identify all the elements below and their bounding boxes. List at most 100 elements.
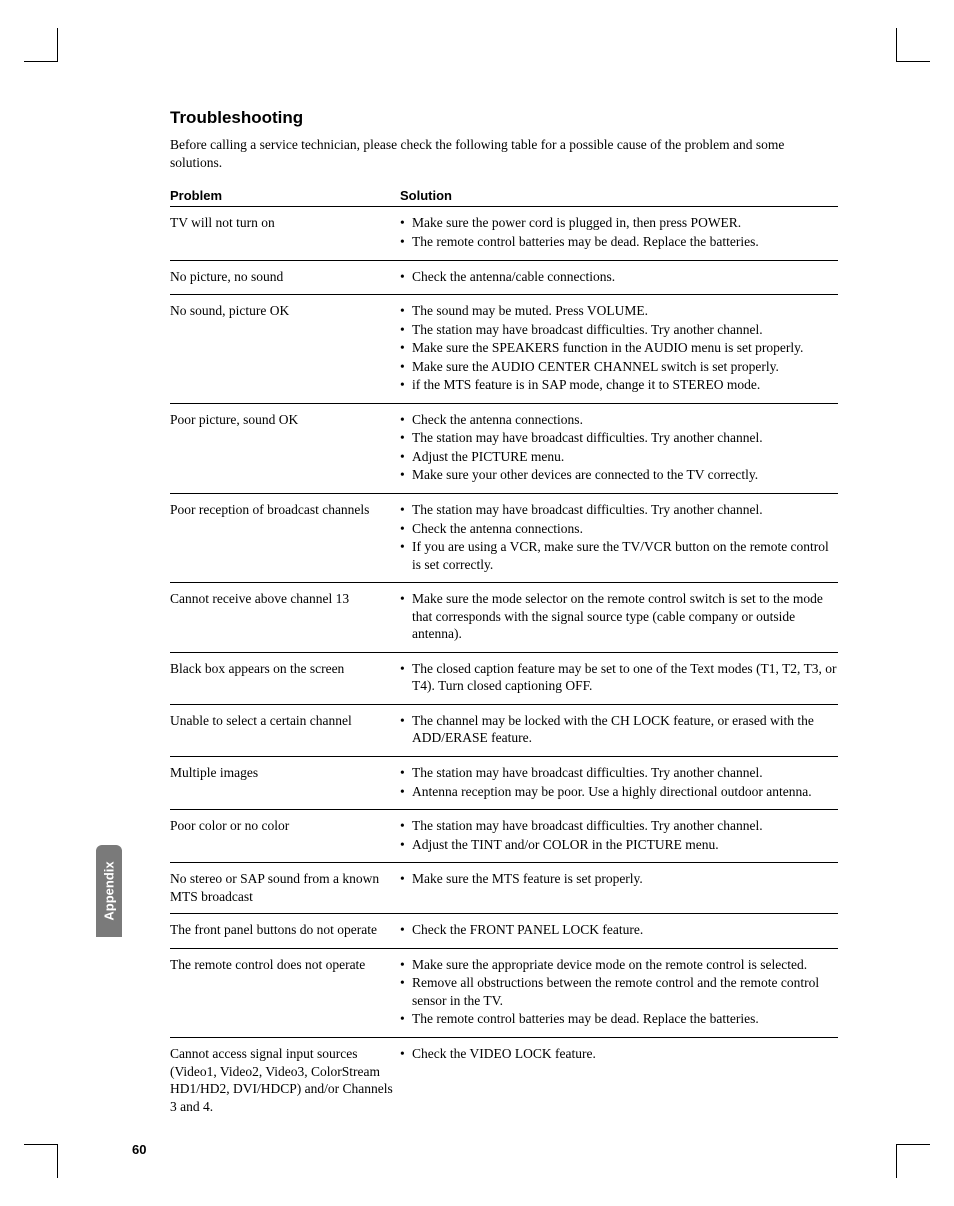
solution-cell: The sound may be muted. Press VOLUME.The… xyxy=(400,302,838,395)
solution-item: The channel may be locked with the CH LO… xyxy=(400,712,838,747)
solution-cell: Make sure the mode selector on the remot… xyxy=(400,590,838,644)
table-row: Black box appears on the screenThe close… xyxy=(170,653,838,705)
solution-item: Check the antenna connections. xyxy=(400,411,838,429)
problem-cell: No sound, picture OK xyxy=(170,302,400,395)
solution-list: The channel may be locked with the CH LO… xyxy=(400,712,838,747)
problem-text: Black box appears on the screen xyxy=(170,660,400,678)
solution-list: Make sure the power cord is plugged in, … xyxy=(400,214,838,250)
solution-cell: Check the FRONT PANEL LOCK feature. xyxy=(400,921,838,940)
solution-item: The station may have broadcast difficult… xyxy=(400,764,838,782)
solution-item: The sound may be muted. Press VOLUME. xyxy=(400,302,838,320)
problem-cell: Cannot access signal input sources (Vide… xyxy=(170,1045,400,1115)
solution-list: Check the VIDEO LOCK feature. xyxy=(400,1045,838,1063)
problem-text: TV will not turn on xyxy=(170,214,400,232)
solution-cell: Check the VIDEO LOCK feature. xyxy=(400,1045,838,1115)
solution-cell: Make sure the appropriate device mode on… xyxy=(400,956,838,1029)
problem-text: Multiple images xyxy=(170,764,400,782)
header-problem: Problem xyxy=(170,188,400,203)
table-row: No sound, picture OKThe sound may be mut… xyxy=(170,295,838,404)
crop-mark-bl xyxy=(24,1144,58,1178)
problem-cell: No stereo or SAP sound from a known MTS … xyxy=(170,870,400,905)
solution-item: Adjust the PICTURE menu. xyxy=(400,448,838,466)
solution-item: The station may have broadcast difficult… xyxy=(400,817,838,835)
solution-item: Adjust the TINT and/or COLOR in the PICT… xyxy=(400,836,838,854)
solution-list: Check the antenna connections.The statio… xyxy=(400,411,838,484)
problem-cell: Black box appears on the screen xyxy=(170,660,400,696)
crop-mark-br xyxy=(896,1144,930,1178)
problem-cell: Poor color or no color xyxy=(170,817,400,854)
problem-text: Poor picture, sound OK xyxy=(170,411,400,429)
problem-text: Cannot access signal input sources (Vide… xyxy=(170,1045,400,1115)
solution-item: Make sure the mode selector on the remot… xyxy=(400,590,838,643)
solution-item: Make sure the MTS feature is set properl… xyxy=(400,870,838,888)
solution-item: Make sure the appropriate device mode on… xyxy=(400,956,838,974)
solution-item: Check the FRONT PANEL LOCK feature. xyxy=(400,921,838,939)
solution-item: Check the antenna/cable connections. xyxy=(400,268,838,286)
problem-text: No sound, picture OK xyxy=(170,302,400,320)
problem-cell: Poor reception of broadcast channels xyxy=(170,501,400,574)
solution-list: The station may have broadcast difficult… xyxy=(400,501,838,573)
solution-cell: Check the antenna connections.The statio… xyxy=(400,411,838,485)
solution-item: Check the antenna connections. xyxy=(400,520,838,538)
solution-item: Antenna reception may be poor. Use a hig… xyxy=(400,783,838,801)
solution-cell: The channel may be locked with the CH LO… xyxy=(400,712,838,748)
solution-item: Remove all obstructions between the remo… xyxy=(400,974,838,1009)
solution-item: Check the VIDEO LOCK feature. xyxy=(400,1045,838,1063)
table-row: Unable to select a certain channelThe ch… xyxy=(170,705,838,757)
problem-cell: Cannot receive above channel 13 xyxy=(170,590,400,644)
solution-list: Make sure the mode selector on the remot… xyxy=(400,590,838,643)
solution-item: The closed caption feature may be set to… xyxy=(400,660,838,695)
solution-item: Make sure your other devices are connect… xyxy=(400,466,838,484)
table-row: No stereo or SAP sound from a known MTS … xyxy=(170,863,838,914)
solution-item: The remote control batteries may be dead… xyxy=(400,1010,838,1028)
table-row: Poor picture, sound OKCheck the antenna … xyxy=(170,404,838,494)
solution-list: Make sure the appropriate device mode on… xyxy=(400,956,838,1028)
problem-text: Poor reception of broadcast channels xyxy=(170,501,400,519)
solution-item: If you are using a VCR, make sure the TV… xyxy=(400,538,838,573)
solution-item: Make sure the AUDIO CENTER CHANNEL switc… xyxy=(400,358,838,376)
table-header-row: Problem Solution xyxy=(170,188,838,207)
table-row: Poor color or no colorThe station may ha… xyxy=(170,810,838,863)
table-row: Cannot access signal input sources (Vide… xyxy=(170,1038,838,1123)
solution-list: Check the antenna/cable connections. xyxy=(400,268,838,286)
problem-cell: Poor picture, sound OK xyxy=(170,411,400,485)
crop-mark-tl xyxy=(24,28,58,62)
problem-cell: Unable to select a certain channel xyxy=(170,712,400,748)
problem-text: Poor color or no color xyxy=(170,817,400,835)
problem-cell: The front panel buttons do not operate xyxy=(170,921,400,940)
solution-list: The station may have broadcast difficult… xyxy=(400,817,838,853)
solution-item: if the MTS feature is in SAP mode, chang… xyxy=(400,376,838,394)
table-row: TV will not turn onMake sure the power c… xyxy=(170,207,838,260)
page-number: 60 xyxy=(132,1142,146,1157)
table-row: No picture, no soundCheck the antenna/ca… xyxy=(170,261,838,296)
problem-text: The front panel buttons do not operate xyxy=(170,921,400,939)
solution-item: The station may have broadcast difficult… xyxy=(400,501,838,519)
solution-item: The station may have broadcast difficult… xyxy=(400,429,838,447)
side-tab-label: Appendix xyxy=(102,861,117,920)
intro-text: Before calling a service technician, ple… xyxy=(170,136,838,172)
header-solution: Solution xyxy=(400,188,838,203)
solution-item: The station may have broadcast difficult… xyxy=(400,321,838,339)
page-content: Troubleshooting Before calling a service… xyxy=(170,108,838,1123)
table-row: Multiple imagesThe station may have broa… xyxy=(170,757,838,810)
solution-cell: The closed caption feature may be set to… xyxy=(400,660,838,696)
problem-cell: TV will not turn on xyxy=(170,214,400,251)
problem-text: The remote control does not operate xyxy=(170,956,400,974)
solution-list: The closed caption feature may be set to… xyxy=(400,660,838,695)
solution-list: Check the FRONT PANEL LOCK feature. xyxy=(400,921,838,939)
problem-cell: Multiple images xyxy=(170,764,400,801)
solution-list: The sound may be muted. Press VOLUME.The… xyxy=(400,302,838,394)
solution-list: Make sure the MTS feature is set properl… xyxy=(400,870,838,888)
problem-text: No stereo or SAP sound from a known MTS … xyxy=(170,870,400,905)
solution-item: Make sure the SPEAKERS function in the A… xyxy=(400,339,838,357)
problem-text: Unable to select a certain channel xyxy=(170,712,400,730)
solution-cell: Make sure the power cord is plugged in, … xyxy=(400,214,838,251)
table-row: Cannot receive above channel 13Make sure… xyxy=(170,583,838,653)
problem-text: Cannot receive above channel 13 xyxy=(170,590,400,608)
solution-cell: Make sure the MTS feature is set properl… xyxy=(400,870,838,905)
solution-cell: Check the antenna/cable connections. xyxy=(400,268,838,287)
solution-item: The remote control batteries may be dead… xyxy=(400,233,838,251)
solution-cell: The station may have broadcast difficult… xyxy=(400,501,838,574)
troubleshooting-table: Problem Solution TV will not turn onMake… xyxy=(170,188,838,1123)
problem-cell: No picture, no sound xyxy=(170,268,400,287)
